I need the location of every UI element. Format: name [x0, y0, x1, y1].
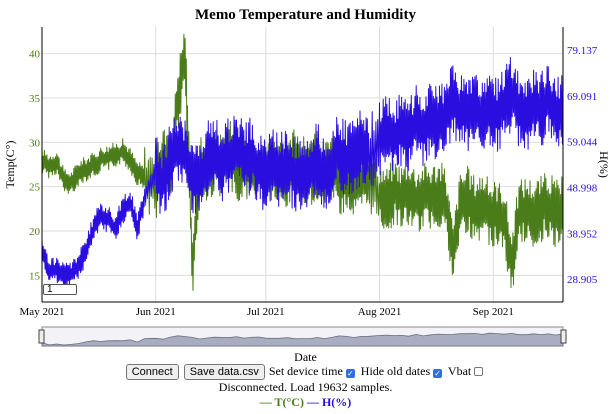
- y-right-tick-label-4: 69.091: [567, 91, 597, 103]
- range-selector[interactable]: [38, 326, 567, 347]
- y-left-tick-label-4: 35: [29, 93, 41, 105]
- series-line-temperature: [41, 33, 564, 291]
- y-left-tick-label-5: 40: [29, 49, 41, 61]
- y-left-tick-label-1: 20: [29, 226, 41, 238]
- y-right-axis-label: H(%): [597, 151, 611, 178]
- y-right-tick-label-3: 59.044: [567, 137, 598, 149]
- connect-button[interactable]: Connect: [125, 364, 179, 380]
- y-right-tick-label-1: 38.952: [567, 228, 597, 240]
- vbat-label: Vbat: [447, 364, 472, 378]
- series-line-humidity: [41, 57, 564, 287]
- y-right-tick-label-2: 48.998: [567, 183, 598, 195]
- chart-svg[interactable]: May 2021 Jun 2021 Jul 2021 Aug 2021 Sep 2021…: [0, 0, 611, 350]
- series-layer: [41, 33, 564, 291]
- range-selector-overview: [41, 332, 564, 347]
- y-right-tick-label-0: 28.905: [567, 274, 598, 286]
- axes: May 2021 Jun 2021 Jul 2021 Aug 2021 Sep 2021…: [3, 27, 611, 318]
- y-left-tick-label-2: 25: [29, 182, 41, 194]
- vbat-checkbox[interactable]: [474, 367, 484, 376]
- hide-old-checkbox[interactable]: ✓: [433, 369, 443, 378]
- status-text: Disconnected. Load 19632 samples.: [218, 380, 393, 394]
- controls-bar: Connect Save data.csv Set device time ✓ H…: [0, 364, 611, 380]
- set-time-checkbox[interactable]: ✓: [345, 369, 355, 378]
- save-csv-button[interactable]: Save data.csv: [183, 364, 265, 380]
- rolling-period-input[interactable]: [43, 284, 77, 295]
- x-axis-label: Date: [294, 350, 317, 364]
- x-tick-label-1: Jun 2021: [136, 306, 176, 318]
- legend: — T(°C) — H(%): [0, 395, 611, 410]
- y-left-axis-label: Temp(C°): [3, 141, 17, 189]
- range-handle-right[interactable]: [560, 329, 567, 344]
- x-tick-label-4: Sep 2021: [473, 306, 514, 318]
- x-tick-label-0: May 2021: [20, 306, 65, 318]
- range-handle-left[interactable]: [38, 329, 45, 344]
- legend-entry-temp: — T(°C): [259, 395, 304, 409]
- x-tick-label-2: Jul 2021: [247, 306, 285, 318]
- y-right-tick-label-5: 79.137: [567, 45, 598, 57]
- y-left-tick-label-0: 15: [29, 270, 41, 282]
- x-tick-label-3: Aug 2021: [358, 306, 402, 318]
- legend-entry-humidity: — H(%): [306, 395, 352, 409]
- hide-old-label: Hide old dates: [360, 364, 431, 378]
- set-time-label: Set device time: [268, 364, 343, 378]
- y-left-tick-label-3: 30: [29, 137, 41, 149]
- chart-title: Memo Temperature and Humidity: [195, 7, 416, 23]
